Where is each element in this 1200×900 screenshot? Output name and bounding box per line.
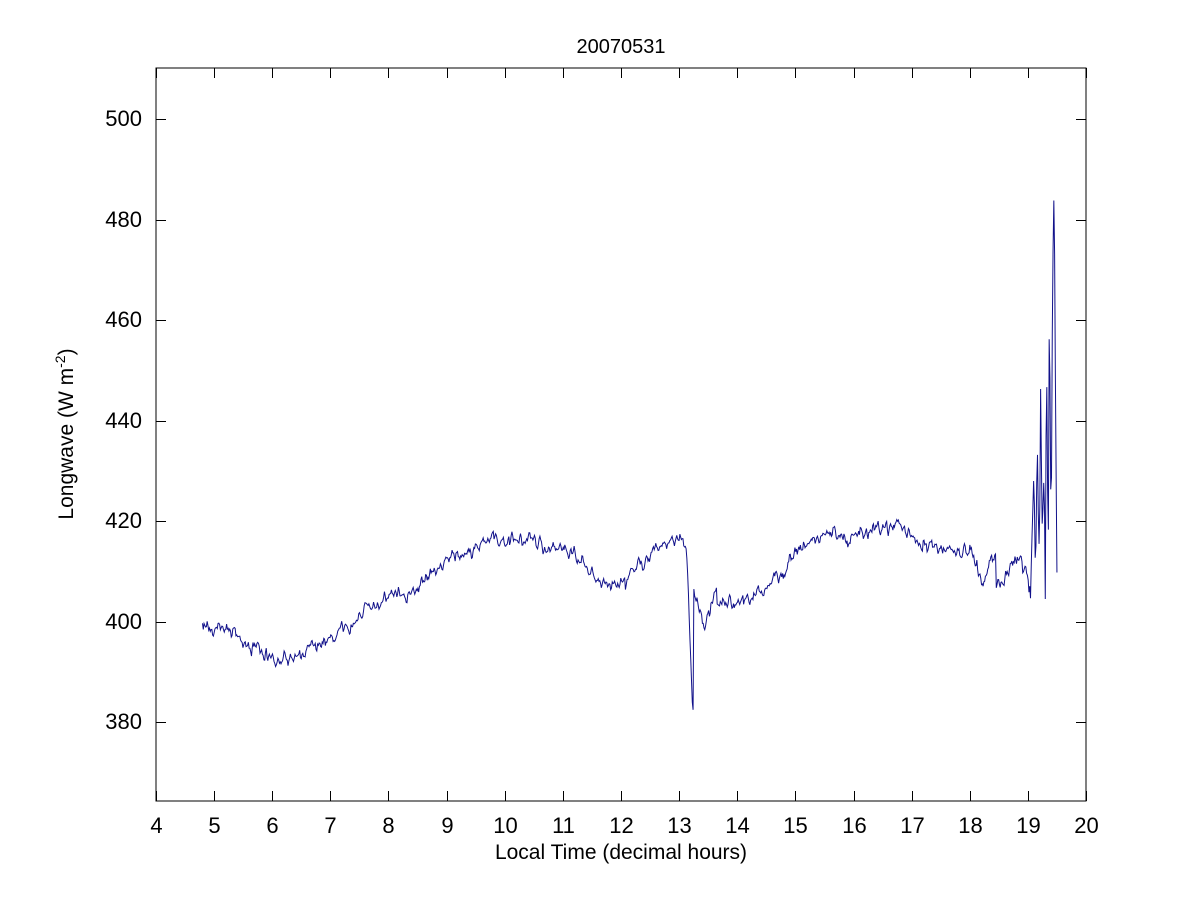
svg-text:8: 8 [382,813,394,838]
svg-text:500: 500 [105,106,142,131]
svg-text:5: 5 [208,813,220,838]
svg-text:480: 480 [105,207,142,232]
svg-text:12: 12 [609,813,633,838]
svg-text:20: 20 [1074,813,1098,838]
svg-text:6: 6 [266,813,278,838]
svg-text:7: 7 [324,813,336,838]
svg-text:11: 11 [552,813,575,838]
svg-text:19: 19 [1016,813,1040,838]
svg-text:9: 9 [441,813,453,838]
svg-text:460: 460 [105,307,142,332]
svg-text:16: 16 [842,813,866,838]
svg-text:4: 4 [150,813,162,838]
svg-text:10: 10 [493,813,517,838]
svg-text:18: 18 [958,813,982,838]
svg-text:380: 380 [105,709,142,734]
svg-text:15: 15 [783,813,807,838]
svg-text:400: 400 [105,609,142,634]
svg-text:14: 14 [725,813,749,838]
svg-text:17: 17 [900,813,924,838]
svg-text:420: 420 [105,508,142,533]
svg-text:13: 13 [667,813,691,838]
svg-text:440: 440 [105,408,142,433]
